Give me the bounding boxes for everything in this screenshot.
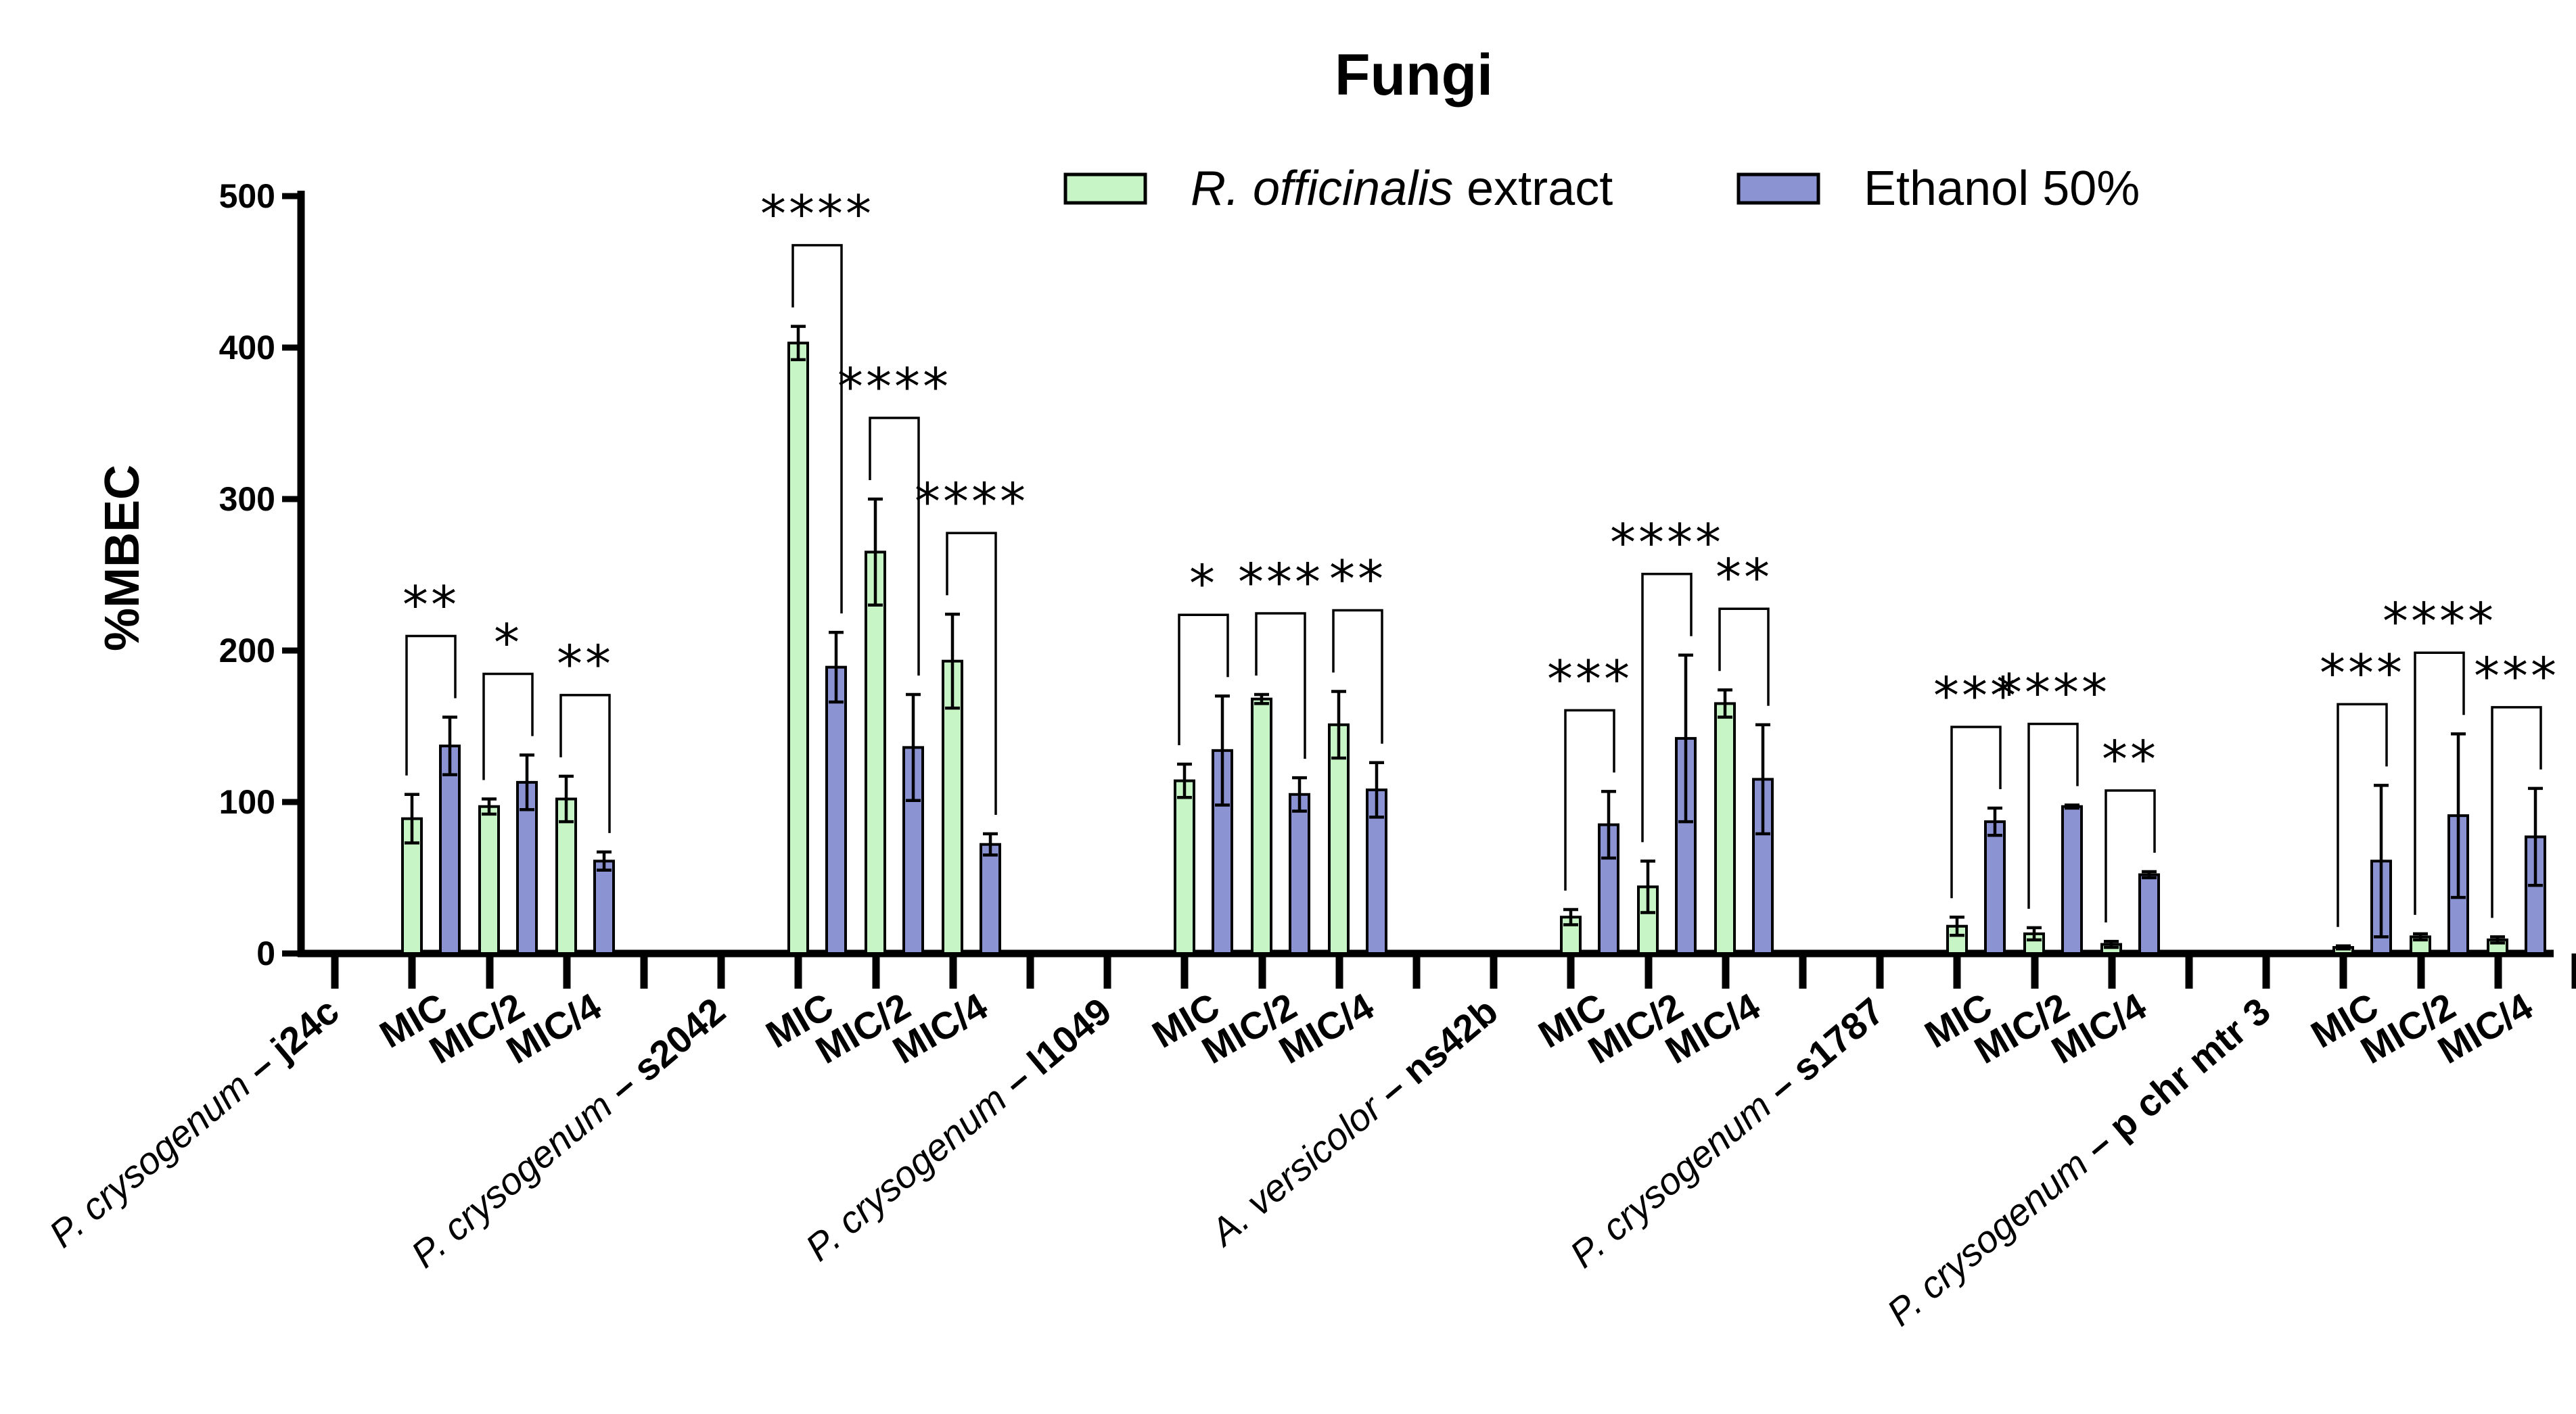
- ethanol-bar: [902, 746, 924, 955]
- extract-bar: [1174, 779, 1195, 956]
- significance-bracket: [1950, 726, 2002, 899]
- significance-bracket: [1564, 709, 1615, 891]
- extract-bar: [787, 341, 809, 955]
- strain-id: – s2042: [593, 989, 733, 1116]
- significance-stars: *: [494, 613, 522, 673]
- significance-stars: ***: [2320, 642, 2405, 703]
- strain-label: P. crysogenum – j24c: [41, 989, 346, 1256]
- significance-stars: ***: [1547, 649, 1632, 709]
- significance-bracket: [2491, 706, 2542, 918]
- significance-stars: ***: [2474, 646, 2559, 706]
- strain-species: P. crysogenum: [1879, 1142, 2096, 1334]
- significance-stars: **: [402, 575, 459, 635]
- significance-stars: ****: [915, 471, 1028, 532]
- significance-stars: ***: [1933, 665, 2019, 726]
- ethanol-bar: [1212, 749, 1233, 955]
- significance-stars: *: [1189, 553, 1218, 613]
- significance-bracket: [946, 532, 997, 816]
- significance-bracket: [2337, 703, 2388, 927]
- significance-stars: **: [557, 634, 614, 694]
- strain-species: P. crysogenum: [798, 1077, 1015, 1269]
- strain-id: – ns42b: [1362, 989, 1506, 1119]
- significance-bracket: [869, 417, 920, 676]
- y-tick-label: 0: [256, 935, 275, 972]
- significance-bracket: [559, 694, 611, 833]
- legend-label-extract: R. officinalis extract: [1191, 162, 1613, 216]
- significance-bracket: [1255, 612, 1306, 759]
- extract-bar: [1714, 702, 1736, 956]
- ethanol-bar: [980, 843, 1001, 955]
- ethanol-bar: [2061, 805, 2083, 955]
- significance-stars: **: [2102, 729, 2159, 789]
- y-tick-label: 500: [219, 177, 275, 215]
- strain-id: – j24c: [231, 989, 347, 1096]
- legend-swatch-extract: [1063, 172, 1147, 205]
- significance-bracket: [1718, 607, 1770, 706]
- strain-species: P. crysogenum: [41, 1064, 258, 1256]
- ethanol-bar: [2138, 873, 2160, 956]
- significance-stars: **: [1716, 547, 1772, 607]
- extract-bar: [865, 550, 886, 955]
- legend-label-rest: Ethanol 50%: [1864, 162, 2140, 216]
- strain-species: P. crysogenum: [1562, 1084, 1779, 1276]
- chart-title: Fungi: [1335, 43, 1493, 108]
- legend-label-italic: R. officinalis: [1191, 162, 1453, 216]
- legend-swatch-ethanol: [1736, 172, 1820, 205]
- significance-bracket: [1641, 572, 1693, 843]
- significance-bracket: [2414, 651, 2465, 915]
- strain-species: A. versicolor: [1201, 1085, 1391, 1254]
- ethanol-bar: [593, 859, 615, 955]
- strain-species: P. crysogenum: [403, 1084, 620, 1276]
- axes: 0 100 200 300 400 500: [219, 177, 2576, 989]
- significance-bracket: [482, 672, 534, 780]
- y-tick-label: 300: [219, 480, 275, 518]
- significance-stars: ****: [1996, 662, 2110, 722]
- ethanol-bar: [1984, 820, 2006, 955]
- significance-bracket: [791, 243, 843, 614]
- strain-id: – s1787: [1751, 989, 1891, 1116]
- ethanol-bar: [825, 665, 847, 955]
- significance-stars: ****: [2383, 591, 2496, 651]
- significance-bracket: [405, 634, 457, 776]
- ethanol-bar: [1289, 793, 1310, 956]
- significance-stars: ***: [1238, 552, 1323, 612]
- significance-stars: **: [1329, 548, 1386, 609]
- y-axis-label: %MBEC: [95, 465, 150, 651]
- significance-stars: ****: [837, 356, 951, 417]
- extract-bar: [555, 797, 577, 956]
- y-tick-label: 400: [219, 329, 275, 367]
- significance-stars: ****: [760, 184, 874, 244]
- bars-layer: [401, 325, 2546, 956]
- y-tick-label: 100: [219, 783, 275, 821]
- extract-bar: [942, 659, 963, 955]
- ethanol-bar: [439, 745, 461, 955]
- significance-stars: ****: [1610, 513, 1724, 573]
- significance-bracket: [1332, 609, 1383, 744]
- strain-id: – l1049: [987, 989, 1120, 1110]
- significance-bracket: [2027, 722, 2079, 909]
- significance-bracket: [1178, 613, 1229, 745]
- legend-label-ethanol: Ethanol 50%: [1864, 162, 2140, 216]
- significance-layer: *** *************** *** *******************…: [402, 184, 2559, 927]
- legend: R. officinalis extract Ethanol 50%: [1063, 162, 2140, 216]
- legend-label-rest: extract: [1453, 162, 1613, 216]
- significance-bracket: [2104, 789, 2156, 923]
- extract-bar: [1251, 697, 1272, 956]
- extract-bar: [478, 805, 500, 955]
- y-tick-label: 200: [219, 632, 275, 669]
